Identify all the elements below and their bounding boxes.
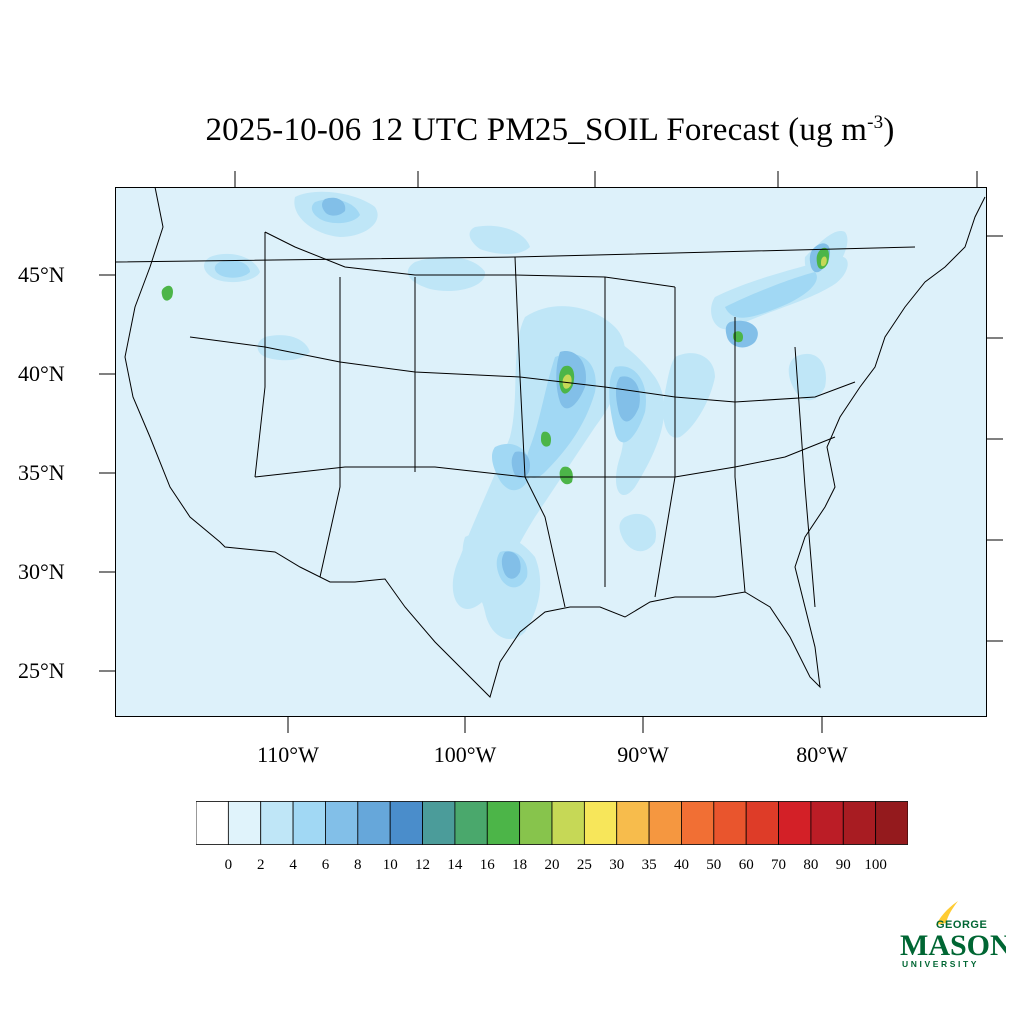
colorbar-tick-label: 6 bbox=[321, 857, 330, 873]
title-close: ) bbox=[883, 112, 895, 148]
colorbar-tick-label: 8 bbox=[354, 857, 362, 873]
colorbar-box bbox=[875, 801, 908, 845]
colorbar-tick-label: 80 bbox=[803, 857, 819, 873]
lon-label-80w: 80°W bbox=[796, 742, 848, 767]
colorbar-tick-label: 60 bbox=[738, 857, 754, 873]
colorbar-box bbox=[325, 801, 359, 845]
us-outline bbox=[124, 187, 986, 698]
logo-george: GEORGE bbox=[936, 919, 987, 931]
lat-label-25: 25°N bbox=[18, 658, 65, 683]
colorbar-tick-label: 30 bbox=[609, 857, 625, 873]
colorbar-box bbox=[486, 801, 521, 845]
lat-label-40: 40°N bbox=[18, 361, 65, 386]
logo-university: UNIVERSITY bbox=[902, 959, 979, 969]
logo-flame bbox=[936, 901, 958, 925]
colorbar-box bbox=[810, 801, 844, 845]
colorbar-tick-label: 14 bbox=[447, 857, 463, 873]
colorbar-box bbox=[583, 801, 618, 845]
colorbar-box bbox=[389, 801, 423, 845]
colorbar-tick-label: 10 bbox=[382, 857, 398, 873]
colorbar-tick-label: 90 bbox=[835, 857, 851, 873]
colorbar-tick-label: 0 bbox=[224, 857, 233, 873]
lon-label-90w: 90°W bbox=[617, 742, 669, 767]
concentration-peaks bbox=[562, 256, 827, 389]
colorbar-tick-label: 2 bbox=[256, 857, 265, 873]
colorbar-tick-label: 20 bbox=[544, 857, 560, 873]
colorbar-box bbox=[454, 801, 488, 845]
colorbar-tick-label: 50 bbox=[706, 857, 722, 873]
colorbar-tick-label: 35 bbox=[641, 857, 657, 873]
map-panel bbox=[115, 187, 987, 717]
colorbar-box bbox=[648, 801, 682, 845]
map-border bbox=[115, 187, 987, 717]
colorbar-box bbox=[357, 801, 391, 845]
lat-label-30: 30°N bbox=[18, 559, 65, 584]
colorbar-box bbox=[519, 801, 553, 845]
colorbar-tick-label: 16 bbox=[479, 857, 495, 873]
colorbar-box bbox=[842, 801, 877, 845]
title-text: 2025-10-06 12 UTC PM25_SOIL Forecast (ug… bbox=[205, 112, 868, 148]
colorbar-tick-label: 25 bbox=[576, 857, 592, 873]
title-exponent: -3 bbox=[867, 112, 884, 133]
colorbar-tick-label: 12 bbox=[415, 857, 430, 873]
colorbar-box bbox=[713, 801, 747, 845]
colorbar-tick-label: 40 bbox=[674, 857, 689, 873]
colorbar-box bbox=[616, 801, 650, 845]
colorbar-box bbox=[260, 801, 294, 845]
colorbar-box bbox=[196, 801, 229, 845]
lon-label-100w: 100°W bbox=[433, 742, 497, 767]
logo-mason: MASON bbox=[900, 929, 1006, 962]
concentration-field-dark bbox=[322, 197, 831, 579]
colorbar-tick-label: 100 bbox=[864, 857, 887, 873]
colorbar-box bbox=[227, 801, 262, 845]
colorbar-box bbox=[551, 801, 585, 845]
colorbar-tick-label: 4 bbox=[289, 857, 297, 873]
colorbar-tick-label: 70 bbox=[771, 857, 786, 873]
lat-label-35: 35°N bbox=[18, 460, 65, 485]
colorbar bbox=[196, 801, 908, 845]
lon-label-110w: 110°W bbox=[257, 742, 319, 767]
colorbar-box bbox=[422, 801, 456, 845]
lat-label-45: 45°N bbox=[18, 262, 65, 287]
figure-title: 2025-10-06 12 UTC PM25_SOIL Forecast (ug… bbox=[0, 112, 1024, 149]
gmu-logo: GEORGE MASON UNIVERSITY bbox=[900, 901, 1006, 969]
boundaries bbox=[115, 187, 986, 698]
colorbar-tick-label: 18 bbox=[512, 857, 528, 873]
colorbar-box bbox=[292, 801, 326, 845]
colorbar-box bbox=[778, 801, 812, 845]
colorbar-box bbox=[745, 801, 779, 845]
colorbar-box bbox=[681, 801, 715, 845]
